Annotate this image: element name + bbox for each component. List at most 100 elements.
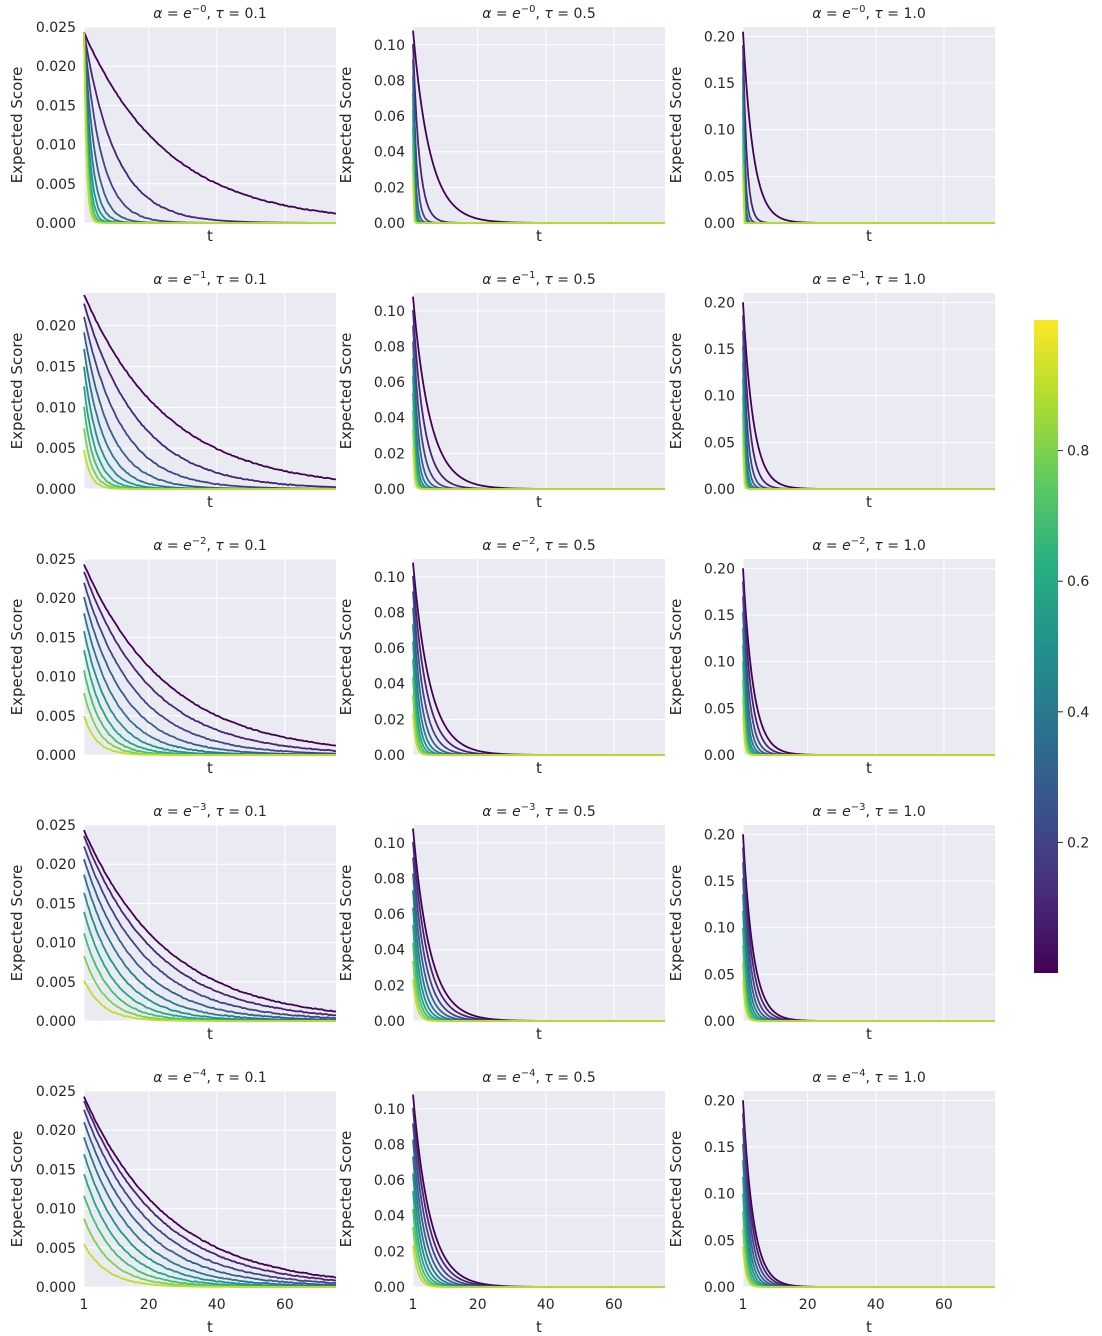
y-tick-label: 0.020 bbox=[36, 591, 76, 607]
x-tick-label: 1 bbox=[409, 1297, 418, 1313]
y-tick-label: 0.010 bbox=[36, 1202, 76, 1218]
x-axis-label: t bbox=[207, 1318, 213, 1336]
x-tick-label: 20 bbox=[799, 1297, 817, 1313]
subplot-r2-c2: 0.00 0.05 0.10 0.15 0.20 α = e−2, τ = 1.0 Expe… bbox=[667, 536, 995, 777]
y-axis-label: Expected Score bbox=[667, 333, 685, 450]
y-tick-label: 0.10 bbox=[374, 1102, 405, 1118]
y-tick-label: 0.04 bbox=[374, 1209, 405, 1225]
y-axis-label: Expected Score bbox=[337, 865, 355, 982]
y-tick-label: 0.025 bbox=[36, 1084, 76, 1100]
x-axis-label: t bbox=[536, 1025, 542, 1043]
y-tick-label: 0.010 bbox=[36, 138, 76, 154]
x-axis-label: t bbox=[536, 493, 542, 511]
y-tick-label: 0.02 bbox=[374, 180, 405, 196]
y-axis-label: Expected Score bbox=[337, 1131, 355, 1248]
y-tick-label: 0.20 bbox=[704, 827, 735, 843]
x-tick-label: 1 bbox=[739, 1297, 748, 1313]
y-tick-label: 0.00 bbox=[704, 1280, 735, 1296]
y-tick-label: 0.010 bbox=[36, 400, 76, 416]
y-tick-label: 0.10 bbox=[704, 921, 735, 937]
y-tick-label: 0.020 bbox=[36, 319, 76, 335]
y-axis-label: Expected Score bbox=[667, 67, 685, 184]
y-tick-label: 0.015 bbox=[36, 98, 76, 114]
y-tick-label: 0.005 bbox=[36, 709, 76, 725]
subplot-r1-c0: 0.000 0.005 0.010 0.015 0.020 α = e−1, τ = 0.… bbox=[8, 270, 336, 511]
y-axis-label: Expected Score bbox=[667, 1131, 685, 1248]
y-tick-label: 0.00 bbox=[374, 1280, 405, 1296]
subplot-title: α = e−4, τ = 0.1 bbox=[153, 1068, 267, 1086]
y-tick-label: 0.00 bbox=[374, 482, 405, 498]
plot-area bbox=[413, 293, 665, 489]
y-tick-label: 0.00 bbox=[374, 748, 405, 764]
y-tick-label: 0.05 bbox=[704, 435, 735, 451]
subplot-title: α = e−3, τ = 0.5 bbox=[482, 802, 596, 820]
plot-area bbox=[84, 1091, 336, 1287]
y-tick-label: 0.10 bbox=[374, 836, 405, 852]
x-axis-label: t bbox=[536, 1318, 542, 1336]
plot-area bbox=[743, 1091, 995, 1287]
subplot-title: α = e−2, τ = 0.1 bbox=[153, 536, 267, 554]
subplot-r2-c1: 0.00 0.02 0.04 0.06 0.08 0.10 α = e−2, τ = 0.5… bbox=[337, 536, 665, 777]
plot-area bbox=[413, 559, 665, 755]
x-axis-label: t bbox=[207, 759, 213, 777]
y-tick-label: 0.06 bbox=[374, 907, 405, 923]
y-tick-label: 0.00 bbox=[704, 1014, 735, 1030]
y-tick-label: 0.005 bbox=[36, 441, 76, 457]
colorbar: 0.20.40.60.8 bbox=[1034, 320, 1089, 973]
y-tick-label: 0.015 bbox=[36, 1162, 76, 1178]
x-axis-label: t bbox=[866, 227, 872, 245]
subplot-title: α = e−1, τ = 0.1 bbox=[153, 270, 267, 288]
x-axis-label: t bbox=[207, 1025, 213, 1043]
y-tick-label: 0.02 bbox=[374, 446, 405, 462]
y-tick-label: 0.00 bbox=[374, 1014, 405, 1030]
subplot-r1-c2: 0.000.050.100.150.20α = e−1, τ = 1.0Expe… bbox=[667, 270, 995, 511]
y-tick-label: 0.020 bbox=[36, 857, 76, 873]
y-tick-label: 0.06 bbox=[374, 375, 405, 391]
subplot-title: α = e−0, τ = 1.0 bbox=[812, 4, 926, 22]
plot-area bbox=[413, 825, 665, 1021]
subplot-r2-c0: 0.000 0.005 0.010 0.015 0.020 0.025 α = e−2, τ… bbox=[8, 536, 336, 777]
x-axis-label: t bbox=[207, 493, 213, 511]
y-tick-label: 0.005 bbox=[36, 975, 76, 991]
y-tick-label: 0.05 bbox=[704, 169, 735, 185]
subplot-grid: 0.000 0.005 0.010 0.015 0.020 0.025 α = e−0, τ… bbox=[8, 4, 995, 1336]
y-tick-label: 0.10 bbox=[374, 38, 405, 54]
y-tick-label: 0.05 bbox=[704, 967, 735, 983]
y-tick-label: 0.10 bbox=[374, 304, 405, 320]
y-tick-label: 0.00 bbox=[704, 482, 735, 498]
y-tick-label: 0.10 bbox=[704, 389, 735, 405]
y-tick-label: 0.04 bbox=[374, 677, 405, 693]
y-axis-label: Expected Score bbox=[337, 67, 355, 184]
y-tick-label: 0.20 bbox=[704, 1093, 735, 1109]
y-tick-label: 0.06 bbox=[374, 109, 405, 125]
y-tick-label: 0.15 bbox=[704, 342, 735, 358]
y-axis-label: Expected Score bbox=[337, 599, 355, 716]
y-tick-label: 0.015 bbox=[36, 360, 76, 376]
y-tick-label: 0.05 bbox=[704, 1233, 735, 1249]
x-tick-label: 20 bbox=[140, 1297, 158, 1313]
y-tick-label: 0.005 bbox=[36, 1241, 76, 1257]
subplot-r0-c1: 0.00 0.02 0.04 0.06 0.08 0.10 α = e−0, τ = 0.5… bbox=[337, 4, 665, 245]
y-axis-label: Expected Score bbox=[8, 599, 26, 716]
subplot-title: α = e−0, τ = 0.5 bbox=[482, 4, 596, 22]
y-tick-label: 0.08 bbox=[374, 73, 405, 89]
subplot-r4-c0: 0.000 0.005 0.010 0.015 0.020 0.025 α = e−4, τ… bbox=[8, 1068, 336, 1336]
x-axis-label: t bbox=[536, 227, 542, 245]
plot-area bbox=[84, 825, 336, 1021]
y-tick-label: 0.10 bbox=[704, 655, 735, 671]
y-tick-label: 0.08 bbox=[374, 339, 405, 355]
y-axis-label: Expected Score bbox=[337, 333, 355, 450]
y-tick-label: 0.025 bbox=[36, 20, 76, 36]
colorbar-tick-label: 0.2 bbox=[1067, 835, 1089, 851]
y-tick-label: 0.025 bbox=[36, 818, 76, 834]
y-tick-label: 0.010 bbox=[36, 936, 76, 952]
plot-area bbox=[84, 27, 336, 223]
subplot-r3-c1: 0.00 0.02 0.04 0.06 0.08 0.10 α = e−3, τ = 0.5… bbox=[337, 802, 665, 1043]
subplot-r4-c1: 0.000.020.040.060.080.10α = e−4, τ = 0.5… bbox=[337, 1068, 665, 1336]
y-tick-label: 0.000 bbox=[36, 1014, 76, 1030]
colorbar-tick-label: 0.4 bbox=[1067, 705, 1089, 721]
y-tick-label: 0.02 bbox=[374, 978, 405, 994]
y-tick-label: 0.000 bbox=[36, 748, 76, 764]
colorbar-gradient bbox=[1034, 320, 1058, 973]
